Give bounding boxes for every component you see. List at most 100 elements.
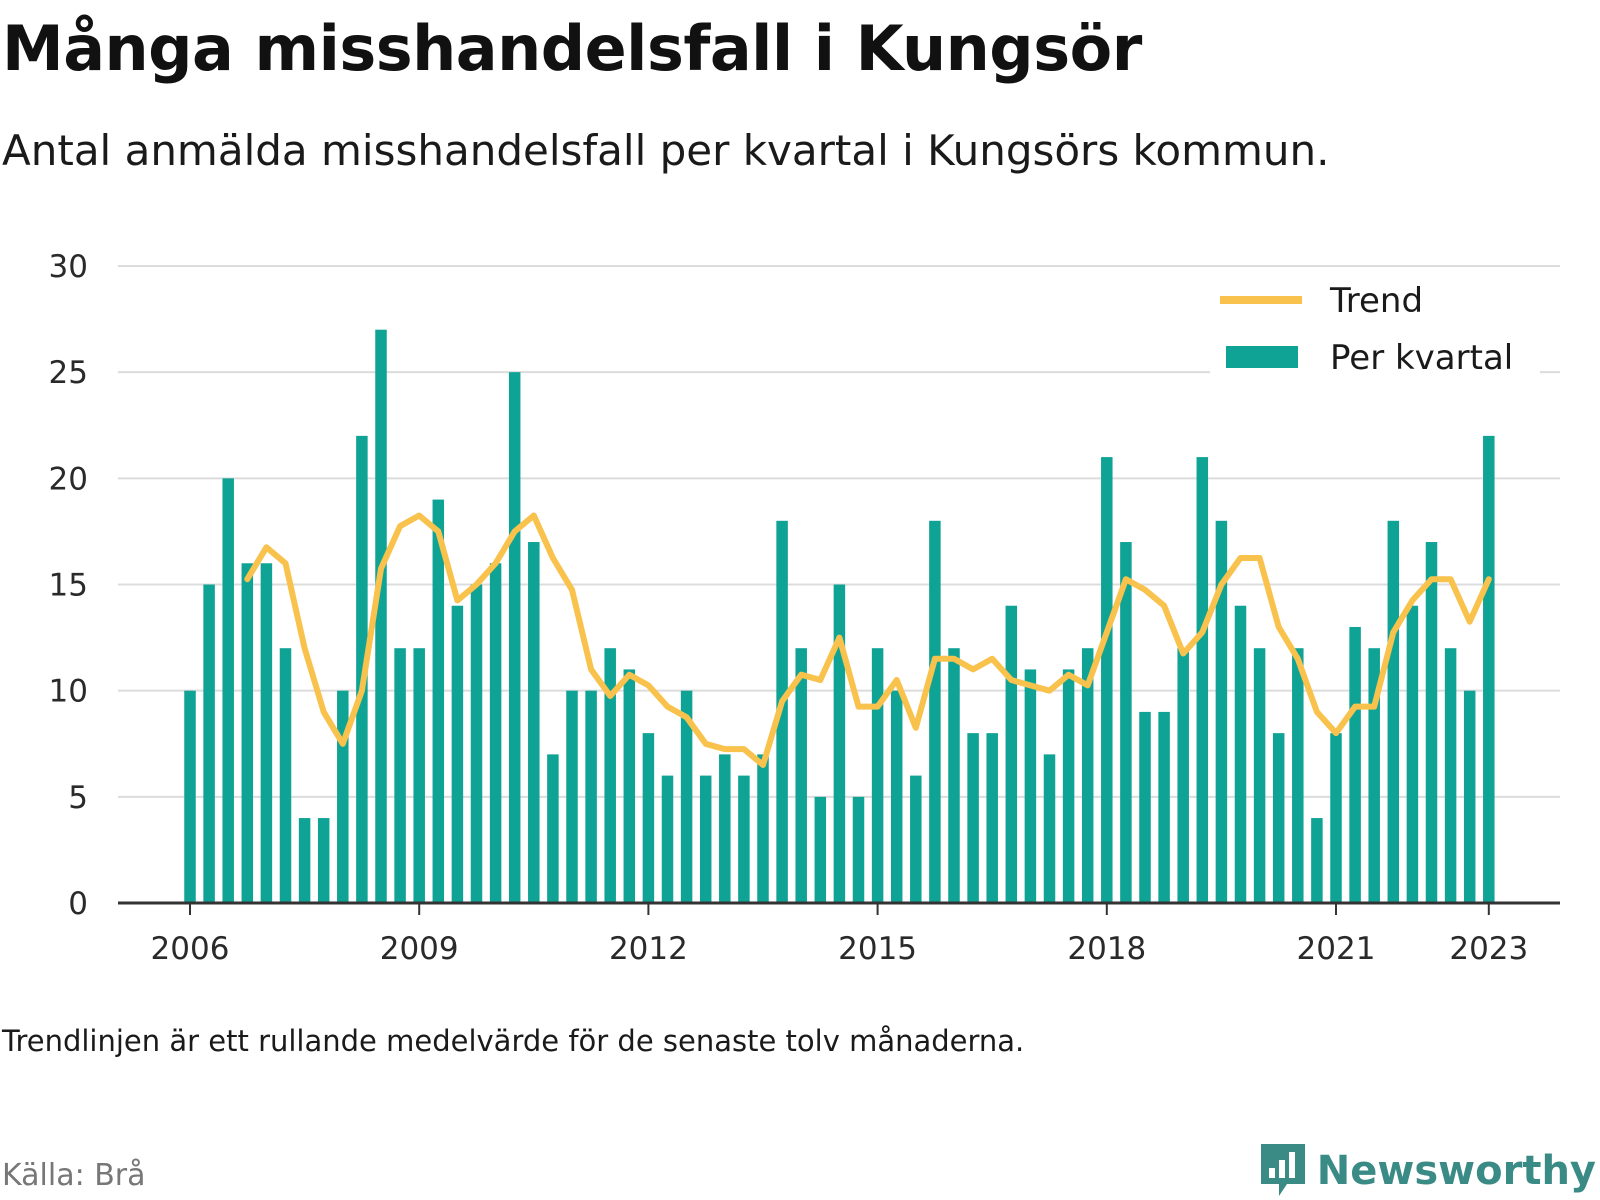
bar bbox=[1196, 457, 1209, 903]
bar bbox=[738, 775, 750, 903]
bar bbox=[623, 669, 636, 903]
bar bbox=[642, 733, 655, 903]
bar bbox=[1158, 711, 1170, 903]
bar bbox=[1330, 733, 1342, 903]
y-tick-label: 10 bbox=[49, 674, 88, 710]
bar bbox=[260, 563, 273, 903]
bar bbox=[566, 690, 578, 903]
y-tick-label: 5 bbox=[68, 780, 88, 816]
x-tick-label: 2015 bbox=[838, 931, 917, 967]
bar bbox=[890, 690, 903, 903]
bar bbox=[680, 690, 693, 903]
bar bbox=[1292, 648, 1304, 903]
brand-logo: Newsworthy bbox=[1257, 1142, 1596, 1200]
bar bbox=[337, 690, 349, 903]
bar bbox=[814, 796, 827, 903]
bar bbox=[910, 775, 922, 903]
bar bbox=[1005, 605, 1018, 903]
x-tick-label: 2023 bbox=[1449, 931, 1528, 967]
bar bbox=[1272, 733, 1285, 903]
bar bbox=[967, 733, 979, 903]
x-tick-label: 2012 bbox=[609, 931, 688, 967]
bar bbox=[1062, 669, 1075, 903]
bar bbox=[1043, 754, 1056, 903]
y-tick-label: 25 bbox=[49, 355, 88, 391]
y-tick-label: 30 bbox=[49, 249, 88, 285]
y-axis-tick-labels: 0 5 10 15 20 25 30 bbox=[49, 249, 88, 922]
x-tick-label: 2006 bbox=[151, 931, 230, 967]
chart-subtitle: Antal anmälda misshandelsfall per kvarta… bbox=[2, 126, 1330, 175]
bar bbox=[1215, 520, 1228, 903]
bar bbox=[1368, 648, 1380, 903]
bar bbox=[356, 435, 368, 903]
bar bbox=[394, 648, 406, 903]
brand-name: Newsworthy bbox=[1316, 1148, 1596, 1194]
bar bbox=[528, 542, 540, 903]
trend-line-group bbox=[244, 512, 1492, 768]
bar bbox=[1024, 669, 1037, 903]
bar bbox=[1444, 648, 1457, 903]
x-tick-label: 2009 bbox=[380, 931, 459, 967]
footnote: Trendlinjen är ett rullande medelvärde f… bbox=[2, 1024, 1025, 1058]
bar bbox=[451, 605, 464, 903]
bar bbox=[585, 690, 597, 903]
y-tick-label: 0 bbox=[68, 886, 88, 922]
bar bbox=[699, 775, 712, 903]
legend-trend-label: Trend bbox=[1329, 281, 1423, 321]
bar bbox=[375, 329, 387, 903]
bar bbox=[1387, 520, 1400, 903]
bar bbox=[508, 372, 521, 904]
bar bbox=[470, 584, 483, 903]
bar bbox=[222, 478, 234, 903]
bar bbox=[719, 754, 731, 903]
x-tick-label: 2018 bbox=[1067, 931, 1146, 967]
bar bbox=[317, 818, 330, 903]
y-tick-label: 20 bbox=[49, 461, 88, 497]
bar bbox=[776, 520, 788, 903]
x-tick-label: 2021 bbox=[1297, 931, 1376, 967]
bar bbox=[1349, 626, 1361, 903]
bar bbox=[1139, 711, 1151, 903]
bar bbox=[1406, 605, 1419, 903]
bar bbox=[184, 690, 196, 903]
bar bbox=[852, 796, 865, 903]
y-tick-label: 15 bbox=[49, 568, 88, 604]
legend-bar-swatch bbox=[1226, 346, 1298, 368]
source-label: Källa: Brå bbox=[2, 1158, 146, 1193]
bar bbox=[986, 733, 998, 903]
bar bbox=[1425, 542, 1438, 903]
bar bbox=[948, 648, 960, 903]
bar bbox=[279, 648, 292, 903]
bar bbox=[298, 818, 311, 903]
x-axis bbox=[118, 901, 1560, 915]
legend-bar-label: Per kvartal bbox=[1330, 338, 1513, 378]
trend-line bbox=[244, 512, 1492, 768]
bar bbox=[1177, 648, 1189, 903]
bar bbox=[795, 648, 807, 903]
bar bbox=[1483, 435, 1495, 903]
bar bbox=[604, 648, 616, 903]
bar bbox=[203, 584, 215, 903]
bar bbox=[661, 775, 674, 903]
bar bbox=[833, 584, 846, 903]
bar bbox=[432, 499, 445, 903]
bar bbox=[413, 648, 425, 903]
bar bbox=[1234, 605, 1247, 903]
bar bbox=[1463, 690, 1476, 903]
bar bbox=[547, 754, 559, 903]
bar bbox=[1120, 542, 1132, 903]
bar bbox=[1253, 648, 1266, 903]
bar bbox=[871, 648, 884, 903]
bar bbox=[489, 563, 502, 903]
bars-per-kvartal bbox=[184, 329, 1495, 904]
bar bbox=[1081, 648, 1094, 903]
legend: Trend Per kvartal bbox=[1210, 272, 1540, 380]
newsworthy-logo-icon bbox=[1260, 1144, 1305, 1196]
bar bbox=[1311, 818, 1323, 903]
chart-area: 0 5 10 15 20 25 30 2006 2009 2012 2015 2018 2021 202… bbox=[49, 249, 1560, 967]
bar bbox=[929, 520, 941, 903]
chart-title: Många misshandelsfall i Kungsör bbox=[2, 12, 1142, 85]
bar bbox=[241, 563, 254, 903]
bar bbox=[1101, 457, 1113, 903]
